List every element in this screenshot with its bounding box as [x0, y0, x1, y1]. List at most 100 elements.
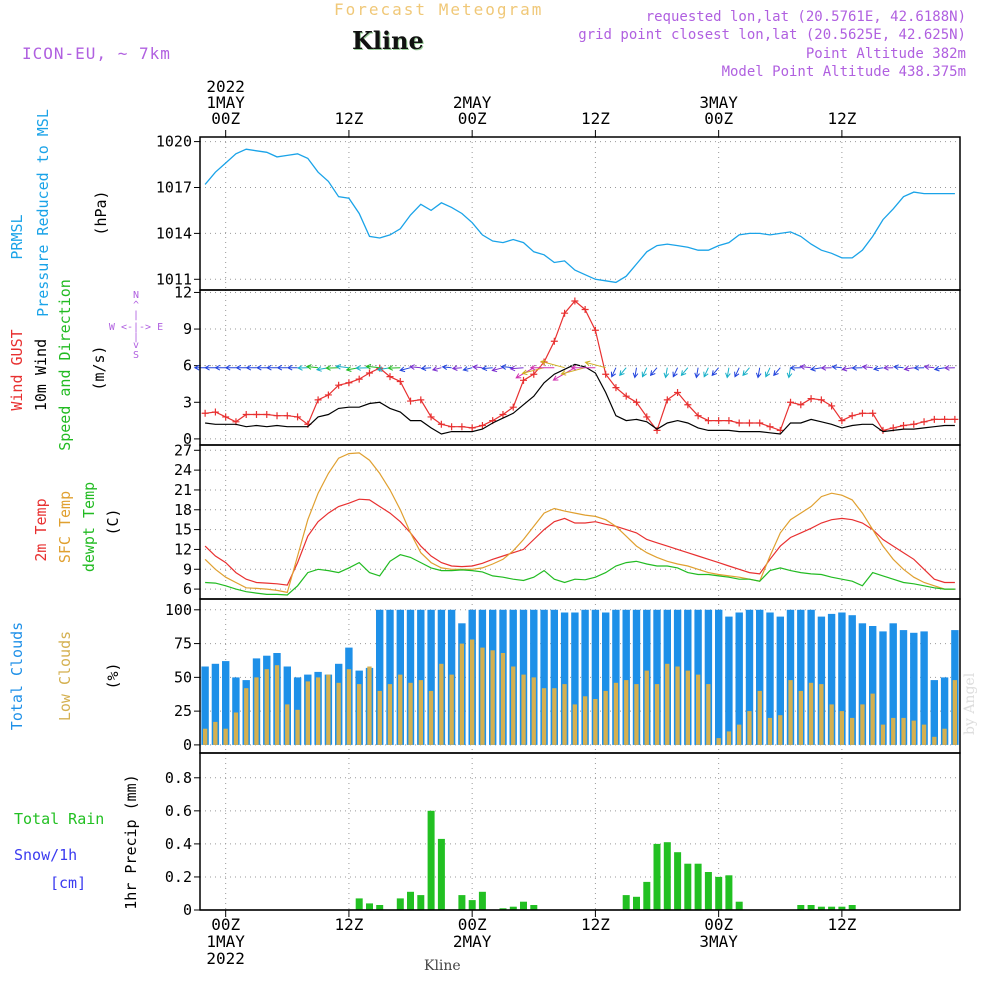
wind-direction-arrow — [399, 366, 411, 373]
gust-marker — [735, 419, 743, 427]
total-cloud-bar — [776, 616, 784, 745]
rain-bar — [530, 905, 538, 910]
rain-bar — [622, 895, 630, 910]
top-time-label: 3MAY — [699, 93, 738, 112]
wind-direction-arrow — [431, 366, 442, 372]
rain-bar — [437, 838, 445, 910]
wind-direction-arrow — [619, 367, 627, 377]
rain-bar — [499, 908, 507, 910]
low-cloud-bar — [326, 674, 331, 745]
gust-marker — [386, 373, 394, 381]
wind-direction-arrow — [305, 364, 319, 370]
low-cloud-bar — [932, 736, 937, 745]
gust-marker — [478, 421, 486, 429]
low-cloud-bar — [531, 677, 536, 745]
low-cloud-bar — [541, 688, 547, 745]
low-cloud-bar — [480, 647, 485, 745]
gust-marker — [920, 418, 928, 426]
wind-direction-arrow — [882, 364, 894, 371]
wind-direction-arrow — [913, 365, 925, 371]
y-tick-label: 18 — [174, 501, 192, 519]
low-cloud-bar — [603, 690, 608, 745]
wind-direction-arrow — [500, 364, 514, 370]
gust-marker — [324, 391, 332, 399]
gust-marker — [715, 417, 723, 425]
gust-marker — [314, 396, 322, 404]
total-cloud-bar — [848, 615, 856, 745]
low-cloud-bar — [377, 690, 382, 745]
rain-bar — [694, 863, 702, 910]
closest-coords: grid point closest lon,lat (20.5625E, 42… — [578, 27, 966, 43]
total-cloud-bar — [786, 609, 795, 745]
total-cloud-bar — [560, 612, 569, 745]
low-cloud-bar — [644, 670, 649, 745]
gust-marker — [797, 401, 805, 409]
y-tick-label: 24 — [174, 461, 192, 479]
panel-frame — [199, 136, 961, 291]
low-cloud-bar — [593, 699, 598, 745]
low-cloud-bar — [675, 666, 680, 745]
low-cloud-bar — [860, 704, 865, 745]
wind-direction-arrow — [641, 367, 648, 378]
compass-n: N — [133, 290, 139, 301]
total-cloud-bar — [715, 609, 723, 745]
wind-ylabel-direction: Speed and Direction — [56, 279, 74, 451]
rain-bar — [653, 843, 661, 910]
total-cloud-bar — [797, 609, 805, 745]
total-cloud-bar — [612, 609, 620, 745]
temp-ylabel-dewpt: dewpt Temp — [80, 482, 98, 572]
low-cloud-bar — [408, 682, 413, 745]
compass-bar-down: | — [133, 332, 139, 343]
gust-marker — [725, 417, 733, 425]
rain-bar — [807, 905, 815, 910]
rain-bar — [355, 898, 363, 910]
wind-direction-arrow — [521, 367, 545, 376]
rain-bar — [366, 903, 373, 910]
total-cloud-bar — [930, 680, 938, 745]
total-cloud-bar — [622, 609, 630, 745]
wind-direction-arrow — [214, 364, 226, 371]
wind-ylabel-speed: 10m Wind — [32, 339, 50, 411]
y-tick-label: 15 — [174, 521, 192, 539]
wind-direction-arrow — [725, 367, 731, 379]
total-cloud-bar — [838, 612, 846, 745]
y-tick-label: 1020 — [156, 133, 192, 151]
compass-arrow-down: v — [133, 340, 139, 351]
wind-direction-arrow — [570, 364, 596, 371]
panel-frame — [199, 444, 961, 600]
pressure-ylabel-2: Pressure Reduced to MSL — [34, 109, 52, 317]
y-tick-label: 9 — [183, 560, 192, 578]
total-cloud-bar — [745, 609, 754, 745]
low-cloud-bar — [778, 715, 783, 745]
gust-marker — [704, 417, 712, 425]
rain-bar — [684, 863, 692, 910]
low-cloud-bar — [911, 720, 916, 745]
low-cloud-bar — [767, 717, 773, 745]
low-cloud-bar — [439, 663, 444, 745]
gust-marker — [335, 381, 343, 389]
low-cloud-bar — [726, 731, 732, 745]
gust-marker — [427, 413, 435, 421]
wind-direction-arrow — [420, 365, 432, 371]
gust-marker — [848, 412, 856, 420]
gust-marker — [294, 413, 302, 421]
requested-coords: requested lon,lat (20.5761E, 42.6188N) — [645, 9, 966, 25]
low-cloud-bar — [583, 696, 588, 745]
low-cloud-bar — [891, 717, 896, 745]
gust-marker — [766, 423, 774, 431]
y-tick-label: 0.8 — [165, 769, 192, 787]
low-cloud-bar — [367, 666, 372, 745]
total-cloud-bar — [632, 609, 641, 745]
wind-direction-arrow — [471, 364, 483, 371]
wind-direction-arrow — [409, 364, 421, 370]
y-tick-label: 0.4 — [165, 835, 192, 853]
low-cloud-bar — [696, 674, 701, 745]
wind-direction-arrow — [943, 365, 955, 371]
low-cloud-bar — [880, 724, 886, 745]
precip-ylabel-snow: Snow/1h — [14, 846, 77, 864]
wind-direction-arrow — [632, 367, 639, 379]
wind-direction-arrow — [462, 366, 473, 372]
total-cloud-bar — [550, 609, 558, 745]
y-tick-label: 0 — [183, 901, 192, 919]
gust-marker — [561, 309, 569, 317]
